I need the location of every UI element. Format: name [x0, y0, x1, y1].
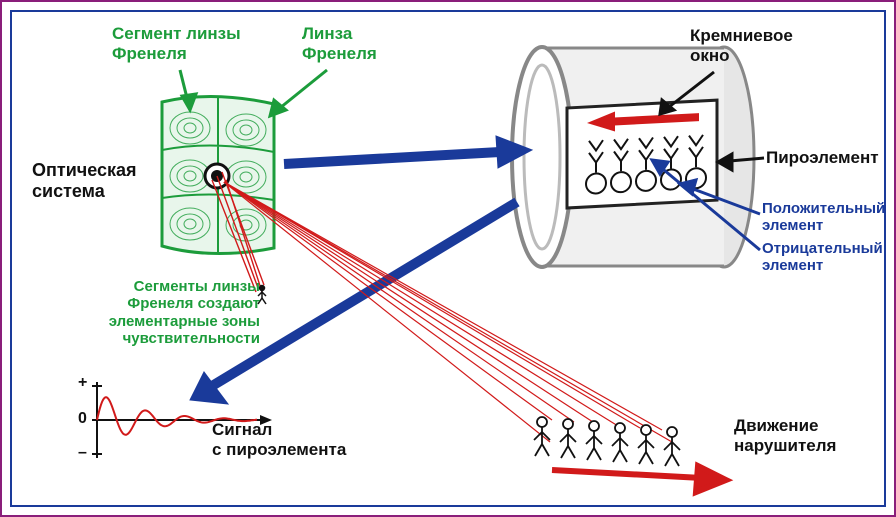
axis-minus: –: [78, 444, 87, 462]
people-row: [534, 417, 680, 466]
motion-arrow: [552, 466, 726, 492]
fresnel-lens: [162, 96, 274, 254]
label-zones: Сегменты линзы Френеля создают элементар…: [80, 278, 260, 347]
label-fresnel-lens: Линза Френеля: [302, 24, 377, 63]
label-pyro: Пироэлемент: [766, 148, 879, 168]
axis-zero: 0: [78, 410, 87, 428]
label-silicon-window: Кремниевое окно: [690, 26, 793, 65]
axis-plus: +: [78, 374, 87, 392]
label-optical-system: Оптическая система: [32, 160, 137, 201]
label-negative: Отрицательный элемент: [762, 240, 883, 275]
label-positive: Положительный элемент: [762, 200, 885, 235]
label-signal: Сигнал с пироэлемента: [212, 420, 346, 459]
sensor-can: [512, 47, 754, 267]
label-segment-lens: Сегмент линзы Френеля: [112, 24, 241, 63]
label-motion: Движение нарушителя: [734, 416, 836, 455]
